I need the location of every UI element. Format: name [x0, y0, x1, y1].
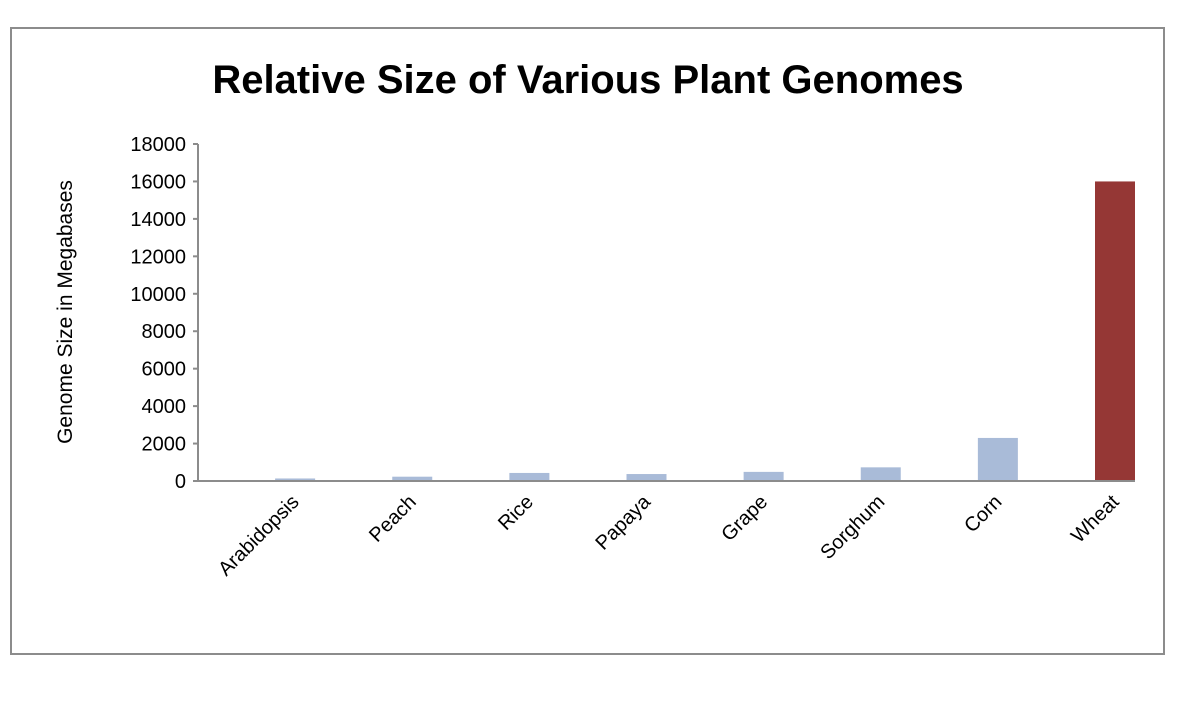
y-tick-label: 10000: [130, 284, 186, 306]
bar-grape: [743, 471, 784, 481]
y-axis-label: Genome Size in Megabases: [54, 180, 77, 444]
y-tick-label: 12000: [130, 246, 186, 268]
x-tick-label: Sorghum: [816, 491, 889, 564]
y-tick-label: 14000: [130, 209, 186, 231]
y-tick-label: 4000: [142, 396, 187, 418]
x-tick-label: Arabidopsis: [214, 491, 303, 580]
y-tick-label: 8000: [142, 321, 187, 343]
x-tick-label: Grape: [717, 491, 772, 546]
x-tick-label: Papaya: [592, 490, 656, 554]
y-tick-label: 0: [175, 471, 186, 493]
x-tick-label: Corn: [960, 491, 1006, 537]
y-tick-label: 6000: [142, 359, 187, 381]
bar-wheat: [1095, 181, 1135, 481]
bar-arabidopsis: [275, 478, 316, 481]
x-tick-label: Wheat: [1067, 491, 1124, 548]
x-tick-label: Peach: [365, 491, 421, 547]
chart-title: Relative Size of Various Plant Genomes: [212, 58, 963, 102]
y-tick-label: 2000: [142, 434, 187, 456]
y-tick-label: 16000: [130, 171, 186, 193]
x-tick-label: Rice: [494, 491, 538, 535]
bar-corn: [977, 437, 1018, 481]
chart-frame: [10, 27, 1165, 655]
y-tick-label: 18000: [130, 134, 186, 156]
bar-sorghum: [860, 467, 901, 481]
bar-peach: [392, 476, 433, 481]
bar-rice: [509, 472, 550, 481]
bar-papaya: [626, 474, 667, 481]
